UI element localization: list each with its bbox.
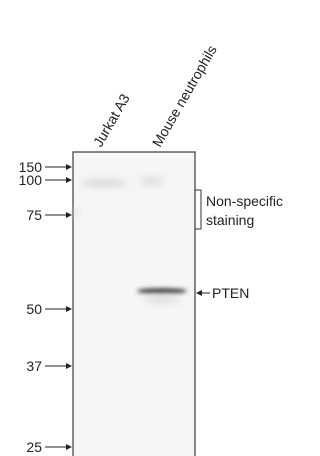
blot-membrane bbox=[73, 152, 195, 456]
annotation-text: Non-specific bbox=[206, 193, 283, 209]
marker-label: 37 bbox=[26, 358, 42, 374]
annotation-text: staining bbox=[206, 212, 254, 228]
marker-label: 75 bbox=[26, 207, 42, 223]
pten-band bbox=[137, 288, 187, 293]
marker-label: 25 bbox=[26, 439, 42, 455]
western-blot-figure: Jurkat A3Mouse neutrophils 1501007550372… bbox=[0, 0, 315, 456]
band-smear bbox=[144, 295, 180, 303]
faint-band bbox=[80, 181, 128, 185]
faint-band bbox=[140, 179, 164, 183]
lane-label: Jurkat A3 bbox=[90, 91, 133, 150]
annotation-text: PTEN bbox=[212, 285, 249, 301]
lane-label: Mouse neutrophils bbox=[149, 42, 220, 149]
marker-label: 100 bbox=[19, 172, 43, 188]
bracket bbox=[195, 190, 201, 229]
lane-labels: Jurkat A3 Mouse neutrophils bbox=[90, 42, 220, 149]
marker-label: 50 bbox=[26, 301, 42, 317]
faint-spot bbox=[73, 210, 79, 216]
